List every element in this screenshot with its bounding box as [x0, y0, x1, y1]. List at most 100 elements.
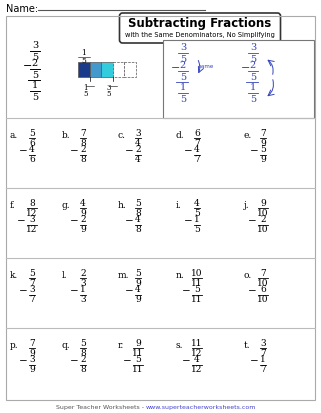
Text: −: − — [250, 146, 259, 156]
Text: −: − — [125, 286, 134, 296]
Text: −: − — [17, 216, 26, 226]
Text: 9: 9 — [80, 209, 86, 218]
Text: 1: 1 — [32, 81, 38, 90]
Text: 9: 9 — [29, 349, 35, 358]
Text: 9: 9 — [80, 225, 86, 235]
Text: 1: 1 — [260, 356, 266, 365]
Text: with the Same Denominators, No Simplifying: with the Same Denominators, No Simplifyi… — [125, 32, 275, 38]
Bar — [113, 62, 125, 77]
Text: 8: 8 — [80, 349, 86, 358]
Text: 2: 2 — [80, 268, 86, 278]
Text: j.: j. — [244, 200, 250, 209]
Text: 6: 6 — [194, 128, 200, 138]
Text: 8: 8 — [29, 199, 35, 207]
Text: 7: 7 — [260, 349, 266, 358]
Text: 3: 3 — [107, 84, 111, 92]
Text: 4: 4 — [80, 199, 86, 207]
Text: 4: 4 — [135, 216, 141, 225]
Text: f.: f. — [10, 200, 16, 209]
Text: 2: 2 — [80, 356, 86, 365]
Text: −: − — [182, 286, 191, 296]
Bar — [125, 62, 136, 77]
Text: 4: 4 — [194, 199, 200, 207]
Text: −: − — [19, 286, 28, 296]
Text: 3: 3 — [180, 43, 186, 52]
Text: −: − — [184, 146, 193, 156]
Text: 8: 8 — [80, 366, 86, 375]
Text: 5: 5 — [80, 339, 86, 347]
Text: −: − — [70, 286, 79, 296]
Text: 3: 3 — [80, 278, 86, 287]
Text: 2: 2 — [135, 145, 141, 154]
FancyBboxPatch shape — [119, 13, 281, 43]
Text: 7: 7 — [80, 128, 86, 138]
Text: 10: 10 — [257, 278, 269, 287]
Text: o.: o. — [244, 271, 252, 280]
Text: 5: 5 — [250, 55, 256, 64]
Text: 3: 3 — [135, 128, 141, 138]
Text: −: − — [125, 216, 134, 226]
Text: h.: h. — [118, 200, 127, 209]
Text: 5: 5 — [32, 93, 38, 102]
Text: 9: 9 — [260, 156, 266, 164]
Text: −: − — [123, 356, 132, 366]
Text: 5: 5 — [83, 90, 88, 98]
Text: 7: 7 — [29, 339, 35, 347]
Text: 8: 8 — [80, 138, 86, 147]
Text: −: − — [70, 216, 79, 226]
Text: a.: a. — [10, 131, 18, 140]
Text: 7: 7 — [29, 295, 35, 304]
Text: Super Teacher Worksheets -: Super Teacher Worksheets - — [56, 406, 145, 411]
Text: c.: c. — [118, 131, 126, 140]
Text: l.: l. — [62, 271, 68, 280]
Text: 10: 10 — [191, 268, 203, 278]
Text: 5: 5 — [81, 57, 86, 65]
Text: 2: 2 — [250, 62, 256, 71]
Text: Name:: Name: — [6, 4, 38, 14]
Text: 10: 10 — [257, 225, 269, 235]
Text: www.superteacherworksheets.com: www.superteacherworksheets.com — [145, 406, 256, 411]
Text: 5: 5 — [180, 73, 186, 81]
Text: −: − — [70, 356, 79, 366]
Text: same: same — [199, 64, 214, 69]
Text: −: − — [241, 63, 251, 73]
Text: 2: 2 — [260, 216, 266, 225]
Text: 7: 7 — [260, 366, 266, 375]
Text: −: − — [171, 63, 181, 73]
Text: 11: 11 — [132, 366, 144, 375]
Text: 11: 11 — [191, 295, 203, 304]
Text: 9: 9 — [135, 295, 141, 304]
Text: 7: 7 — [29, 278, 35, 287]
Text: Subtracting Fractions: Subtracting Fractions — [128, 17, 272, 31]
Text: 5: 5 — [135, 268, 141, 278]
Text: 5: 5 — [135, 199, 141, 207]
Text: −: − — [19, 146, 28, 156]
Text: −: − — [250, 356, 259, 366]
Text: −: − — [248, 216, 257, 226]
Text: t.: t. — [244, 340, 251, 349]
Text: 5: 5 — [180, 95, 186, 104]
Text: 5: 5 — [194, 225, 200, 235]
Text: 6: 6 — [29, 156, 35, 164]
Text: r.: r. — [118, 340, 124, 349]
Text: 5: 5 — [29, 268, 35, 278]
Text: 12: 12 — [26, 225, 38, 235]
Text: 5: 5 — [194, 285, 200, 294]
Text: 1: 1 — [194, 216, 200, 225]
Text: 1: 1 — [81, 49, 86, 57]
Text: 5: 5 — [250, 95, 256, 104]
Text: i.: i. — [176, 200, 182, 209]
Text: 2: 2 — [80, 145, 86, 154]
Text: 12: 12 — [191, 349, 203, 358]
Text: 10: 10 — [257, 295, 269, 304]
Text: 4: 4 — [135, 285, 141, 294]
Text: 8: 8 — [135, 225, 141, 235]
Text: 5: 5 — [135, 356, 141, 365]
Text: 5: 5 — [260, 145, 266, 154]
Text: e.: e. — [244, 131, 252, 140]
Text: 3: 3 — [29, 216, 35, 225]
Text: 9: 9 — [29, 366, 35, 375]
Text: 9: 9 — [135, 278, 141, 287]
Text: 3: 3 — [29, 285, 35, 294]
Text: 8: 8 — [135, 209, 141, 218]
